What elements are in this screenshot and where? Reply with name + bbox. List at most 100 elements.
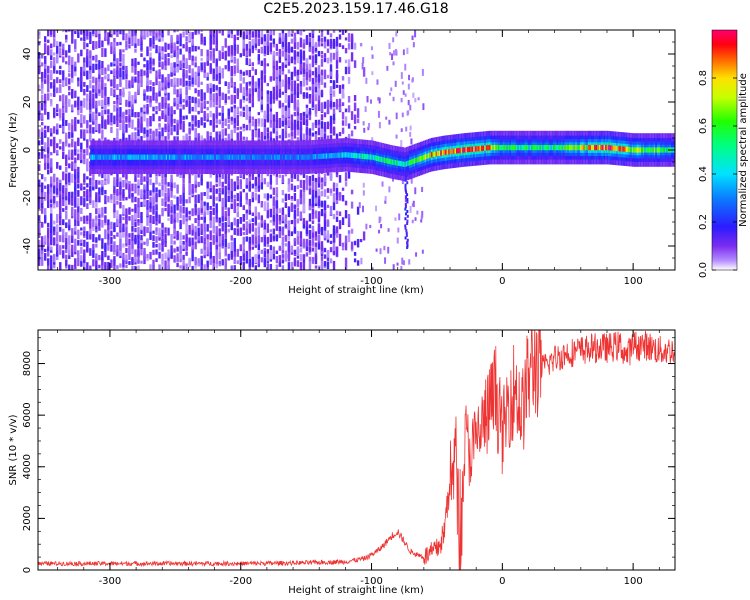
spectrogram-noise-cell <box>408 259 411 265</box>
spectrogram-noise-cell <box>383 245 386 251</box>
spectrogram-ridge-cell <box>449 148 452 155</box>
spectrogram-noise-cell <box>378 122 381 129</box>
spectrogram-noise-cell <box>56 45 59 54</box>
spectrogram-ridge-cell <box>401 161 403 167</box>
spectrogram-ridge-cell <box>328 153 331 159</box>
spectrogram-noise-cell <box>417 97 420 101</box>
spectrogram-ridge-cell <box>360 153 362 159</box>
spectrogram-noise-cell <box>347 233 351 243</box>
spectrogram-noise-cell <box>56 231 59 241</box>
spectrogram-noise-cell <box>209 30 212 39</box>
spectrogram-ridge-cell <box>145 154 147 160</box>
spectrogram-noise-cell <box>167 203 170 210</box>
spectrogram-noise-cell <box>68 242 71 250</box>
spectrogram-noise-cell <box>86 215 89 221</box>
spectrogram-noise-cell <box>68 223 71 231</box>
spectrogram-ridge-cell <box>471 146 474 152</box>
spectrogram-noise-cell <box>125 65 128 75</box>
spectrogram-noise-cell <box>362 231 366 241</box>
spectrogram-noise-cell <box>305 77 309 86</box>
spectrogram-noise-cell <box>170 45 173 54</box>
spectrogram-noise-cell <box>167 80 170 86</box>
spectrogram-noise-cell <box>275 89 279 100</box>
spectrogram-noise-cell <box>71 68 74 78</box>
spectrogram-noise-cell <box>38 222 41 229</box>
spectrogram-noise-cell <box>227 108 230 116</box>
spectrogram-noise-cell <box>59 226 62 232</box>
spectrogram-noise-cell <box>224 258 227 268</box>
spectrogram-noise-cell <box>293 50 297 60</box>
spectrogram-ridge-cell <box>391 159 394 165</box>
spectrogram-noise-cell <box>77 166 80 172</box>
spectrogram-noise-cell <box>65 37 68 43</box>
spectrogram-noise-cell <box>155 128 158 137</box>
spectrogram-noise-cell <box>38 246 41 254</box>
spectrogram-noise-cell <box>116 111 119 121</box>
spectrogram-noise-cell <box>299 179 303 188</box>
spectrogram-noise-cell <box>212 186 215 197</box>
spectrogram-noise-cell <box>371 267 374 270</box>
spectrogram-noise-cell <box>83 98 86 108</box>
spectrogram-noise-cell <box>242 205 245 211</box>
spectrogram-noise-cell <box>248 97 251 104</box>
spectrogram-ridge-cell <box>440 150 442 156</box>
spectrogram-noise-cell <box>335 191 339 201</box>
spectrogram-noise-cell <box>236 248 239 257</box>
spectrogram-noise-cell <box>305 238 309 247</box>
spectrogram-noise-cell <box>379 216 382 222</box>
spectrogram-noise-cell <box>89 232 92 240</box>
spectrogram-noise-cell <box>332 117 336 124</box>
spectrogram-noise-cell <box>269 136 273 143</box>
spectrogram-noise-cell <box>278 68 282 76</box>
spectrogram-noise-cell <box>260 118 264 127</box>
spectrogram-noise-cell <box>320 54 324 59</box>
spectrogram-noise-cell <box>131 106 134 116</box>
spectrogram-noise-cell <box>41 102 44 111</box>
spectrogram-noise-cell <box>107 73 110 80</box>
spectrogram-noise-cell <box>421 249 424 254</box>
spectrogram-noise-cell <box>95 114 98 121</box>
spectrogram-noise-cell <box>128 118 131 128</box>
spectrogram-noise-cell <box>302 254 306 260</box>
spectrogram-noise-cell <box>394 80 397 87</box>
spectrogram-noise-cell <box>263 227 267 235</box>
spectrogram-noise-cell <box>101 219 104 228</box>
spectrogram-noise-cell <box>239 255 242 265</box>
spectrogram-noise-cell <box>215 210 218 220</box>
spectrogram-noise-cell <box>143 110 146 114</box>
spectrogram-ridge-cell <box>149 154 152 160</box>
spectrogram-noise-cell <box>296 54 300 64</box>
spectrogram-noise-cell <box>335 50 339 57</box>
spectrogram-noise-cell <box>410 177 413 184</box>
spectrogram-noise-cell <box>164 46 167 53</box>
spectrogram-noise-cell <box>95 84 98 94</box>
spectrogram-noise-cell <box>290 195 294 200</box>
spectrogram-noise-cell <box>233 65 236 74</box>
spectrogram-noise-cell <box>116 58 119 67</box>
spectrogram-noise-cell <box>50 176 53 184</box>
spectrogram-noise-cell <box>263 75 267 83</box>
spectrogram-noise-cell <box>233 181 236 185</box>
spectrogram-noise-cell <box>302 203 306 213</box>
spectrogram-noise-cell <box>248 258 251 268</box>
spectrogram-noise-cell <box>140 30 143 37</box>
spectrogram-noise-cell <box>164 175 167 185</box>
spectrogram-noise-cell <box>323 69 327 80</box>
spectrogram-noise-cell <box>155 230 158 236</box>
spectrogram-noise-cell <box>98 222 101 231</box>
spectrogram-noise-cell <box>317 216 321 223</box>
spectrogram-noise-cell <box>230 235 233 241</box>
spectrogram-noise-cell <box>149 61 152 70</box>
spectrogram-noise-cell <box>242 111 245 117</box>
spectrogram-noise-cell <box>233 198 236 209</box>
spectrogram-noise-cell <box>158 38 161 42</box>
spectrogram-noise-cell <box>92 225 95 232</box>
spectrogram-noise-cell <box>194 134 197 145</box>
spectrogram-noise-cell <box>146 98 149 103</box>
spectrogram-noise-cell <box>329 247 333 253</box>
spectrogram-noise-cell <box>302 71 306 78</box>
spectrogram-noise-cell <box>77 137 80 147</box>
spectrogram-noise-cell <box>275 219 279 228</box>
spectrogram-ridge-cell <box>333 152 336 159</box>
spectrogram-ridge-cell <box>206 154 209 160</box>
